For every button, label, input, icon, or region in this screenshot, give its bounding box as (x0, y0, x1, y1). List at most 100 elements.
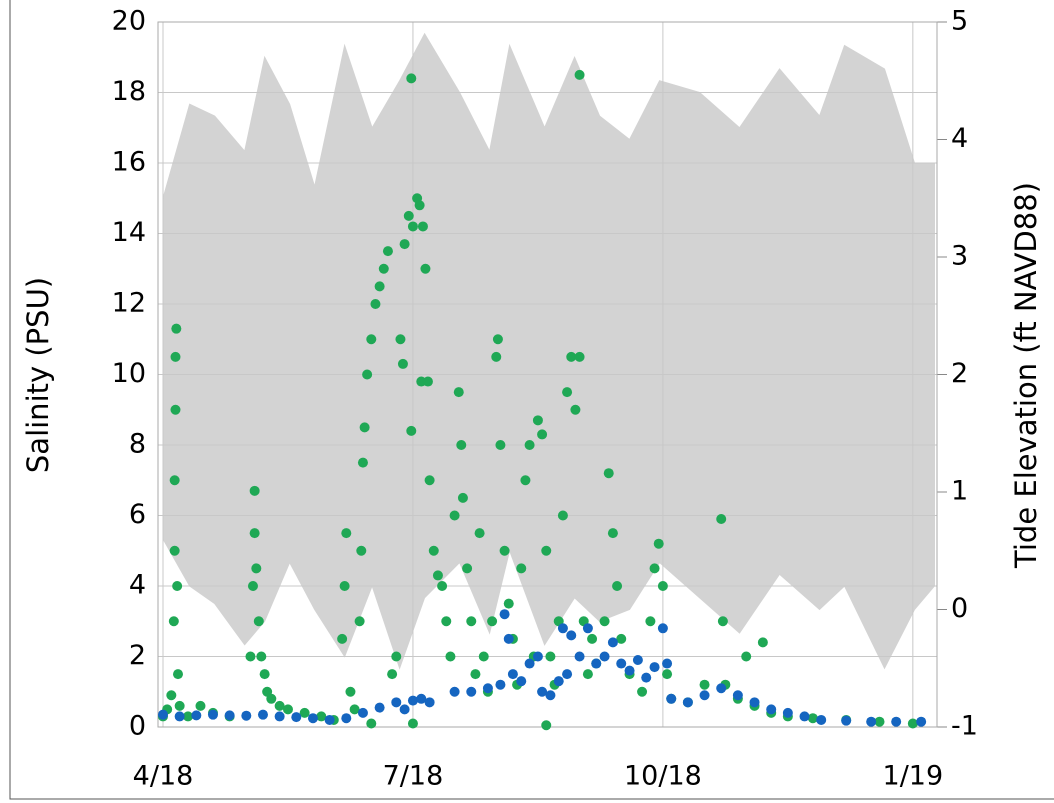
point (366, 718, 377, 729)
y2-tick-label: 0 (951, 593, 968, 624)
y-tick-label: 2 (129, 640, 146, 671)
point (907, 718, 918, 729)
y-tick-label: 6 (129, 499, 146, 530)
point (395, 334, 406, 345)
point (495, 440, 506, 450)
point (399, 239, 410, 250)
point (503, 633, 514, 644)
point (397, 358, 408, 369)
point (645, 616, 656, 627)
point (717, 616, 728, 627)
point (541, 720, 552, 731)
point (406, 73, 417, 84)
point (362, 369, 373, 380)
point (874, 716, 885, 727)
point (445, 651, 456, 662)
point (257, 709, 268, 720)
point (716, 514, 727, 525)
point (466, 616, 477, 627)
point (503, 598, 514, 609)
point (841, 715, 852, 726)
point (407, 695, 418, 706)
point (766, 704, 777, 715)
point (666, 693, 677, 704)
point (570, 404, 581, 415)
point (682, 697, 693, 708)
point (378, 263, 389, 274)
point (456, 440, 467, 450)
point (172, 669, 183, 680)
point (637, 686, 648, 697)
point (449, 686, 460, 697)
x-tick-label: 1/19 (883, 761, 944, 792)
point (603, 468, 614, 479)
point (499, 545, 510, 556)
point (169, 545, 180, 556)
point (537, 686, 548, 697)
point (274, 711, 285, 722)
point (356, 545, 367, 556)
y2-tick-label: 5 (951, 6, 968, 37)
point (424, 697, 435, 708)
point (316, 711, 327, 722)
point (566, 351, 577, 362)
point (339, 581, 350, 591)
point (495, 679, 506, 690)
point (807, 713, 818, 724)
point (171, 323, 182, 334)
point (599, 616, 610, 627)
point (357, 707, 368, 718)
y-tick-label: 8 (129, 429, 146, 460)
point (516, 563, 527, 574)
point (657, 623, 668, 634)
y-tick-label: 16 (112, 147, 146, 178)
point (391, 651, 402, 662)
point (168, 616, 179, 627)
y2-tick-label: 1 (951, 476, 968, 507)
point (299, 707, 310, 718)
point (457, 492, 468, 503)
point (532, 651, 543, 662)
point (449, 510, 460, 521)
point (478, 651, 489, 662)
point (374, 281, 385, 292)
point (256, 651, 267, 662)
frame (9, 0, 1054, 800)
point (491, 351, 502, 362)
x-tick-label: 4/18 (133, 761, 194, 792)
y2-tick-label: -1 (951, 711, 978, 742)
tide-band (162, 32, 936, 670)
point (324, 714, 335, 725)
point (282, 704, 293, 715)
x-tick-label: 10/18 (624, 761, 702, 792)
point (520, 475, 531, 486)
point (251, 563, 262, 574)
point (537, 429, 548, 440)
y-tick-label: 20 (112, 6, 146, 37)
point (157, 709, 168, 720)
point (441, 616, 452, 627)
point (716, 683, 727, 694)
point (341, 528, 352, 539)
y-axis-title: Salinity (PSU) (21, 277, 55, 473)
point (428, 545, 439, 556)
point (470, 669, 481, 680)
point (574, 69, 585, 80)
y-tick-label: 18 (112, 76, 146, 107)
point (574, 351, 585, 362)
point (612, 581, 623, 591)
point (453, 387, 464, 398)
point (816, 714, 827, 725)
point (399, 704, 410, 715)
point (557, 510, 568, 521)
point (607, 637, 618, 648)
point (574, 651, 585, 662)
point (407, 221, 418, 232)
y2-tick-label: 4 (951, 123, 968, 154)
point (524, 658, 535, 669)
point (182, 711, 193, 722)
point (249, 485, 260, 496)
point (591, 658, 602, 669)
point (487, 616, 498, 627)
point (416, 693, 427, 704)
